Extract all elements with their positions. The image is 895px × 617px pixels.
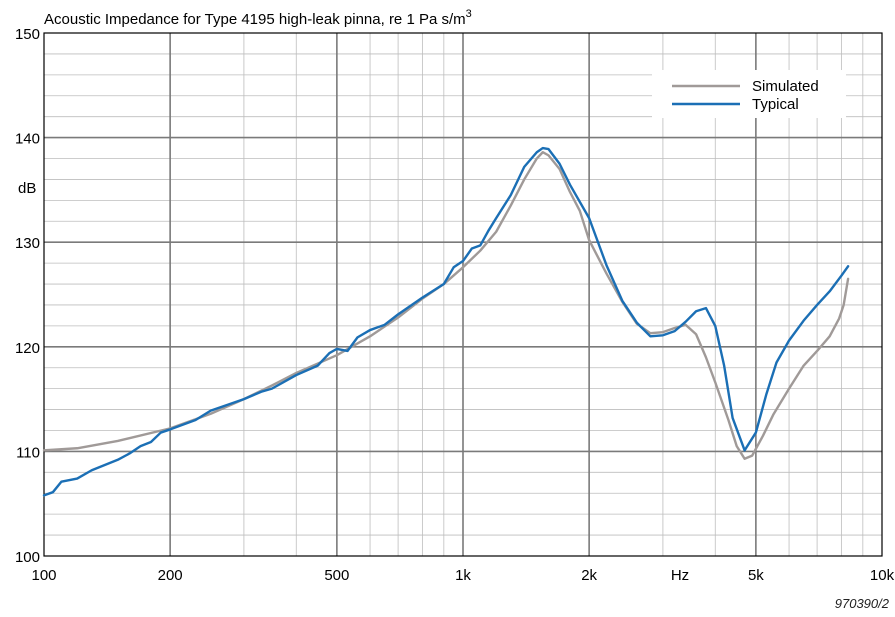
x-tick-label: 100: [31, 567, 56, 584]
legend: Simulated Typical: [652, 70, 846, 118]
series-layer: [42, 146, 850, 497]
y-tick-label: 100: [15, 549, 40, 566]
x-tick-label: 500: [324, 567, 349, 584]
legend-label-simulated: Simulated: [752, 78, 819, 95]
x-axis-label: Hz: [671, 567, 689, 584]
y-tick-label: 110: [16, 444, 40, 461]
x-tick-label: 1k: [455, 567, 471, 584]
y-tick-label: 150: [15, 26, 40, 43]
series-line-typical: [42, 146, 850, 497]
x-tick-label: 200: [158, 567, 183, 584]
chart-title-superscript: 3: [466, 8, 472, 20]
x-tick-label: 10k: [870, 567, 895, 584]
y-tick-label: 130: [15, 235, 40, 252]
plot-area-frame: [43, 32, 883, 557]
x-tick-label: 5k: [748, 567, 764, 584]
major-gridlines: [44, 33, 882, 556]
legend-label-typical: Typical: [752, 96, 799, 113]
y-tick-labels: 100 110 120 130 140 150: [15, 26, 40, 566]
chart-title-text: Acoustic Impedance for Type 4195 high-le…: [44, 11, 466, 28]
legend-background: [652, 70, 846, 118]
figure-reference-code: 970390/2: [835, 596, 890, 611]
series-line-simulated: [42, 151, 850, 460]
y-axis-label: dB: [18, 180, 36, 197]
chart-title: Acoustic Impedance for Type 4195 high-le…: [44, 8, 472, 28]
x-tick-labels: 100 200 500 1k 2k 5k 10k: [31, 567, 894, 584]
y-tick-label: 140: [15, 131, 40, 148]
y-tick-label: 120: [15, 340, 40, 357]
x-tick-label: 2k: [581, 567, 597, 584]
